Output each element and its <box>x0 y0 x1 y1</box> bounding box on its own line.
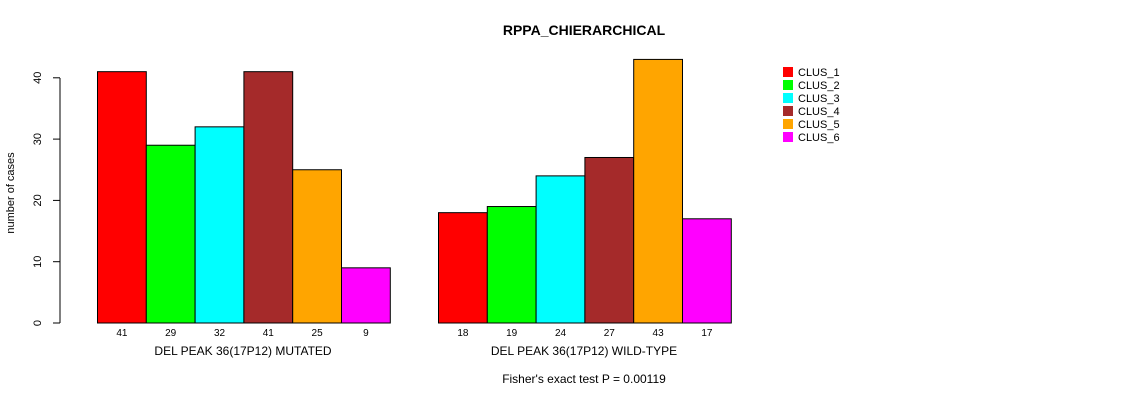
bar-clus-5-group-1 <box>292 169 343 324</box>
bar-clus-1-group-2 <box>438 212 488 324</box>
bar-value-label: 25 <box>312 328 324 339</box>
group-label-wild-type: DEL PEAK 36(17P12) WILD-TYPE <box>491 344 677 358</box>
legend-swatch-clus-2 <box>783 80 793 90</box>
bar-clus-6-group-2 <box>682 218 732 324</box>
bars <box>97 58 732 324</box>
y-tick-label: 10 <box>32 256 44 268</box>
bar-value-label: 29 <box>165 328 177 339</box>
y-tick-label: 30 <box>32 133 44 145</box>
legend-swatch-clus-5 <box>783 119 793 129</box>
bar-clus-1-group-1 <box>97 71 147 324</box>
bar-value-label: 32 <box>214 328 226 339</box>
bar-value-label: 24 <box>555 328 567 339</box>
bar-clus-4-group-2 <box>584 156 635 324</box>
y-axis-label: number of cases <box>5 152 17 234</box>
bar-clus-2-group-2 <box>486 206 537 324</box>
y-tick-label: 40 <box>32 72 44 84</box>
bar-value-labels: 41 29 32 41 25 9 18 19 24 27 43 17 <box>116 328 713 339</box>
bar-clus-4-group-1 <box>243 71 294 324</box>
bar-clus-5-group-2 <box>633 58 684 324</box>
legend-label: CLUS_5 <box>798 119 840 131</box>
bar-value-label: 41 <box>263 328 275 339</box>
bar-value-label: 17 <box>701 328 713 339</box>
y-tick-label: 20 <box>32 194 44 206</box>
fisher-test-footnote: Fisher's exact test P = 0.00119 <box>502 372 666 386</box>
group-label-mutated: DEL PEAK 36(17P12) MUTATED <box>154 344 332 358</box>
bar-clus-3-group-2 <box>535 175 586 324</box>
bar-clus-3-group-1 <box>194 126 245 324</box>
legend-label: CLUS_6 <box>798 132 840 144</box>
legend-swatch-clus-4 <box>783 106 793 116</box>
legend-label: CLUS_1 <box>798 67 840 79</box>
legend-swatch-clus-1 <box>783 67 793 77</box>
legend-label: CLUS_2 <box>798 80 840 92</box>
bar-value-label: 43 <box>653 328 665 339</box>
bar-clus-2-group-1 <box>145 144 196 324</box>
legend-label: CLUS_3 <box>798 93 840 105</box>
bar-value-label: 41 <box>116 328 128 339</box>
chart-title: RPPA_CHIERARCHICAL <box>503 22 666 38</box>
bar-value-label: 27 <box>604 328 616 339</box>
y-tick-label: 0 <box>32 320 44 326</box>
bar-value-label: 18 <box>457 328 469 339</box>
y-axis-ticks: 0 10 20 30 40 <box>32 72 60 326</box>
legend-swatch-clus-6 <box>783 132 793 142</box>
legend-swatch-clus-3 <box>783 93 793 103</box>
bar-clus-6-group-1 <box>341 267 391 324</box>
legend-label: CLUS_4 <box>798 106 840 118</box>
bar-value-label: 19 <box>506 328 518 339</box>
bar-value-label: 9 <box>363 328 369 339</box>
